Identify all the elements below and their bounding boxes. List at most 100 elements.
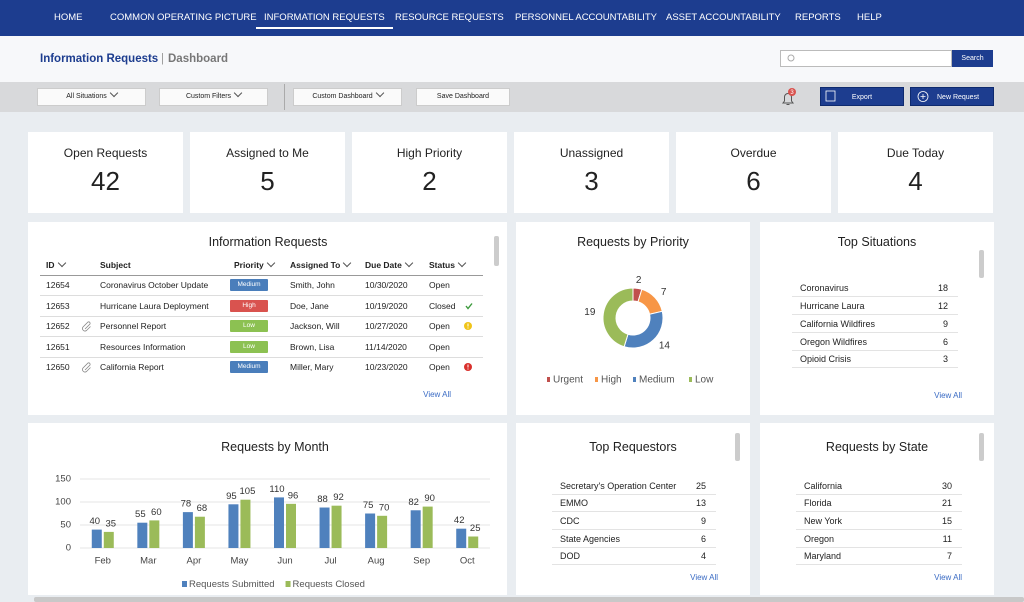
- view-all-link[interactable]: View All: [423, 390, 451, 399]
- kpi-value: 42: [91, 166, 120, 196]
- new-request-button[interactable]: New Request: [910, 87, 994, 106]
- cell: 10/27/2020: [365, 321, 408, 331]
- nav-item[interactable]: ASSET ACCOUNTABILITY: [666, 12, 781, 23]
- kpi-label: Assigned to Me: [226, 146, 309, 160]
- cell: Closed: [429, 301, 456, 311]
- column-header[interactable]: ID: [46, 258, 65, 272]
- page-subtitle: Dashboard: [168, 53, 229, 65]
- view-all-link[interactable]: View All: [934, 391, 962, 400]
- kpi-label: High Priority: [396, 146, 463, 160]
- cell: 12654: [46, 280, 70, 290]
- row-rule: [552, 547, 716, 548]
- cell: Brown, Lisa: [290, 342, 335, 352]
- cell: Doe, Jane: [290, 301, 329, 311]
- page-title: Information Requests: [40, 53, 159, 65]
- row-rule: [552, 511, 716, 512]
- save-dashboard-button[interactable]: Save Dashboard: [416, 88, 510, 106]
- view-all-link[interactable]: View All: [690, 573, 718, 582]
- list-value: 30: [941, 481, 952, 491]
- nav-item[interactable]: RESOURCE REQUESTS: [395, 12, 504, 23]
- list-value: 18: [937, 283, 948, 293]
- filter-dropdown[interactable]: All Situations: [37, 88, 146, 106]
- list-name: State Agencies: [560, 534, 621, 544]
- row-rule: [796, 511, 962, 512]
- title-separator: |: [161, 53, 164, 65]
- search-button[interactable]: Search: [952, 50, 993, 67]
- scrollbar-thumb: [494, 236, 499, 266]
- list-name: Coronavirus: [800, 283, 849, 293]
- priority-badge: Low: [230, 341, 268, 353]
- list-name: Florida: [804, 498, 832, 508]
- nav-item[interactable]: INFORMATION REQUESTS: [264, 12, 385, 23]
- row-rule: [40, 295, 483, 296]
- list-value: 21: [941, 498, 952, 508]
- list-value: 13: [695, 498, 706, 508]
- nav-item[interactable]: REPORTS: [795, 12, 841, 23]
- kpi-card: [190, 132, 345, 213]
- row-rule: [792, 367, 958, 368]
- custom-dashboard-dropdown[interactable]: Custom Dashboard: [293, 88, 402, 106]
- column-header[interactable]: Due Date: [365, 258, 412, 272]
- row-rule: [40, 316, 483, 317]
- cell: Open: [429, 321, 450, 331]
- kpi-value: 5: [260, 166, 275, 196]
- nav-item[interactable]: HOME: [54, 12, 83, 23]
- column-header[interactable]: Subject: [100, 260, 131, 270]
- row-rule: [796, 529, 962, 530]
- cell[interactable]: Coronavirus October Update: [100, 280, 209, 290]
- cell[interactable]: Resources Information: [100, 342, 186, 352]
- toolbar-divider: [284, 84, 285, 110]
- list-value: 6: [942, 337, 948, 347]
- cell[interactable]: California Report: [100, 362, 164, 372]
- list-name: New York: [804, 516, 843, 526]
- list-name: California: [804, 481, 843, 491]
- cell[interactable]: Personnel Report: [100, 321, 167, 331]
- list-value: 7: [946, 551, 952, 561]
- list-name: Oregon: [804, 534, 835, 544]
- kpi-card: [676, 132, 831, 213]
- row-rule: [552, 529, 716, 530]
- list-value: 4: [700, 551, 706, 561]
- column-header[interactable]: Priority: [234, 258, 274, 272]
- window-scrollbar: [34, 597, 1024, 602]
- nav-item[interactable]: HELP: [857, 12, 882, 23]
- row-rule: [796, 564, 962, 565]
- panel: [516, 423, 750, 595]
- cell: Open: [429, 362, 450, 372]
- chart-title: Requests by Priority: [577, 235, 689, 249]
- panel-title: Information Requests: [208, 235, 328, 249]
- list-value: 6: [700, 534, 706, 544]
- list-name: CDC: [560, 516, 580, 526]
- scrollbar-thumb: [735, 433, 740, 461]
- list-name: California Wildfires: [800, 319, 876, 329]
- column-header[interactable]: Assigned To: [290, 258, 350, 272]
- kpi-label: Due Today: [886, 146, 945, 160]
- priority-badge: High: [230, 300, 268, 312]
- kpi-card: [838, 132, 993, 213]
- panel: [760, 222, 994, 415]
- cell: Smith, John: [290, 280, 335, 290]
- panel-title: Top Situations: [837, 235, 917, 249]
- row-rule: [40, 336, 483, 337]
- export-button[interactable]: Export: [820, 87, 904, 106]
- nav-item[interactable]: PERSONNEL ACCOUNTABILITY: [515, 12, 658, 23]
- nav-item[interactable]: COMMON OPERATING PICTURE: [110, 12, 257, 23]
- list-value: 3: [942, 354, 948, 364]
- filter-dropdown[interactable]: Custom Filters: [159, 88, 268, 106]
- kpi-value: 3: [584, 166, 599, 196]
- cell[interactable]: Hurricane Laura Deployment: [100, 301, 209, 311]
- cell: 10/30/2020: [365, 280, 408, 290]
- column-header[interactable]: Status: [429, 258, 465, 272]
- row-rule: [792, 350, 958, 351]
- kpi-value: 4: [908, 166, 923, 196]
- view-all-link[interactable]: View All: [934, 573, 962, 582]
- search-box[interactable]: [780, 50, 952, 67]
- panel: [516, 222, 750, 415]
- list-value: 25: [695, 481, 706, 491]
- list-value: 15: [941, 516, 952, 526]
- row-rule: [792, 332, 958, 333]
- kpi-value: 6: [746, 166, 761, 196]
- list-name: Secretary's Operation Center: [560, 481, 677, 491]
- header-rule: [40, 275, 483, 276]
